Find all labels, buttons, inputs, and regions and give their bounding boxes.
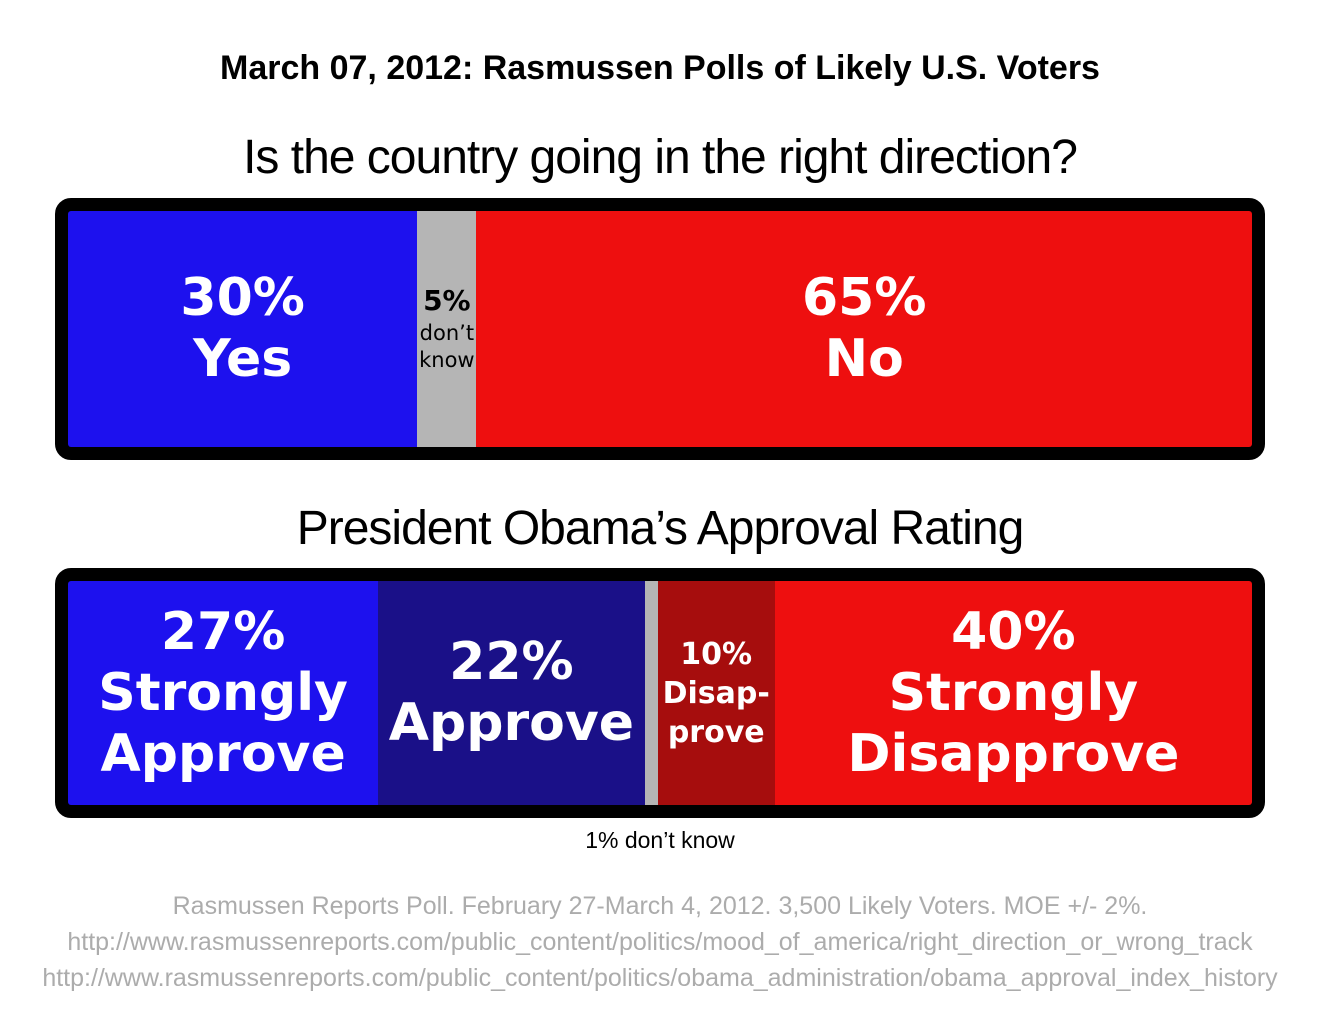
approval-poll-bar: 27% Strongly Approve 22% Approve 10% Dis… — [55, 568, 1265, 819]
source-url-approval-index: http://www.rasmussenreports.com/public_c… — [42, 964, 1278, 993]
segment-no: 65% No — [476, 210, 1252, 447]
poll-title: March 07, 2012: Rasmussen Polls of Likel… — [220, 49, 1100, 87]
segment-yes: 30% Yes — [68, 210, 418, 447]
source-line: Rasmussen Reports Poll. February 27-Marc… — [172, 892, 1148, 921]
approval-rating-heading: President Obama’s Approval Rating — [296, 501, 1025, 555]
segment-approve-label: Approve — [388, 693, 635, 754]
segment-strongly-approve-label-2: Approve — [100, 723, 346, 784]
segment-dont-know-sliver — [644, 581, 658, 806]
segment-dont-know-value: 5% — [423, 283, 471, 317]
segment-strongly-disapprove: 40% Strongly Disapprove — [774, 581, 1252, 806]
segment-dont-know-label-2: know — [419, 348, 475, 373]
segment-approve: 22% Approve — [378, 581, 645, 806]
segment-strongly-disapprove-label-2: Disapprove — [847, 723, 1180, 784]
segment-strongly-disapprove-value: 40% — [951, 601, 1076, 662]
segment-dont-know: 5% don’t know — [417, 210, 477, 447]
segment-yes-label: Yes — [193, 328, 293, 389]
segment-strongly-disapprove-label-1: Strongly — [888, 662, 1139, 723]
question-direction-heading: Is the country going in the right direct… — [243, 131, 1078, 185]
segment-dont-know-label-1: don’t — [419, 320, 475, 345]
segment-no-value: 65% — [801, 267, 927, 328]
segment-disapprove-label-2: prove — [667, 714, 765, 750]
segment-disapprove-label-1: Disap- — [662, 675, 770, 711]
segment-strongly-approve-value: 27% — [160, 601, 286, 662]
source-url-right-direction: http://www.rasmussenreports.com/public_c… — [67, 928, 1253, 957]
segment-strongly-approve: 27% Strongly Approve — [68, 581, 379, 806]
segment-strongly-approve-label-1: Strongly — [98, 662, 348, 723]
source-citation: Rasmussen Reports Poll. February 27-Marc… — [0, 888, 1320, 996]
segment-yes-value: 30% — [180, 267, 305, 328]
dont-know-footnote: 1% don’t know — [585, 827, 735, 854]
segment-disapprove: 10% Disap- prove — [657, 581, 775, 806]
segment-disapprove-value: 10% — [680, 636, 753, 672]
segment-approve-value: 22% — [449, 632, 574, 693]
direction-poll-bar: 30% Yes 5% don’t know 65% No — [55, 197, 1265, 460]
segment-no-label: No — [824, 328, 904, 389]
